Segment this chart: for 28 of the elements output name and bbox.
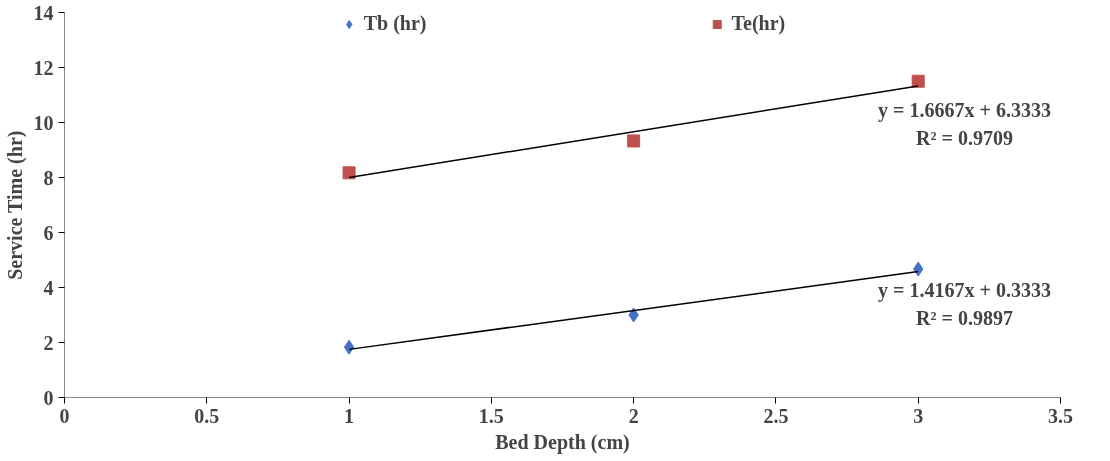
- y-tick-label: 8: [43, 166, 54, 189]
- x-tick-label: 3: [913, 404, 924, 427]
- x-tick-label: 1.5: [478, 404, 504, 427]
- y-axis-title: Service Time (hr): [3, 130, 27, 280]
- x-tick-label: 2: [628, 404, 639, 427]
- x-tick-label: 2.5: [763, 404, 789, 427]
- x-axis-title: Bed Depth (cm): [495, 430, 630, 454]
- y-tick-label: 12: [33, 56, 54, 79]
- legend-label: Te(hr): [731, 12, 786, 35]
- x-tick-label: 0: [59, 404, 70, 427]
- annotation: R² = 0.9897: [916, 306, 1013, 329]
- x-tick-label: 1: [344, 404, 355, 427]
- point: [911, 74, 925, 88]
- point: [343, 339, 355, 355]
- annotation: R² = 0.9709: [916, 126, 1013, 149]
- y-tick-label: 2: [43, 331, 54, 354]
- x-tick-label: 0.5: [194, 404, 220, 427]
- point: [342, 166, 356, 180]
- y-tick-label: 4: [43, 276, 54, 299]
- y-tick-label: 6: [43, 221, 54, 244]
- y-tick-label: 14: [33, 1, 54, 24]
- annotation: y = 1.6667x + 6.3333: [878, 98, 1051, 122]
- x-tick-label: 3.5: [1048, 404, 1073, 427]
- y-tick-label: 10: [33, 111, 54, 134]
- y-tick-label: 0: [43, 386, 54, 409]
- point: [627, 134, 641, 148]
- legend-label: Tb (hr): [363, 12, 427, 35]
- annotation: y = 1.4167x + 0.3333: [878, 278, 1051, 302]
